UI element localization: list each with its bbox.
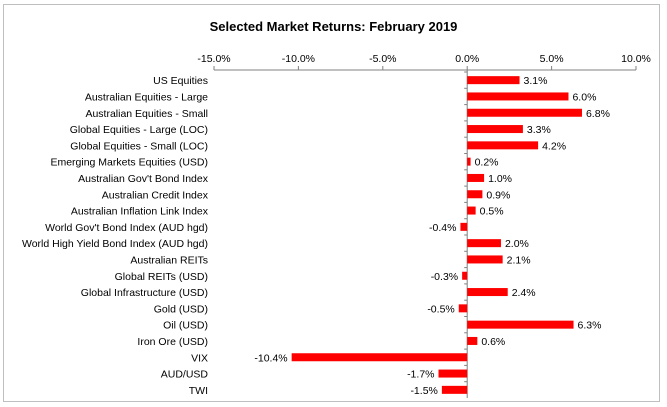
data-label: -1.7%: [407, 369, 434, 381]
data-label: 0.5%: [480, 206, 504, 218]
category-label: Oil (USD): [163, 320, 208, 332]
category-label: Iron Ore (USD): [137, 336, 208, 348]
chart-title: Selected Market Returns: February 2019: [209, 19, 458, 34]
x-tick-label: 10.0%: [621, 53, 651, 65]
category-label: World High Yield Bond Index (AUD hgd): [22, 238, 208, 250]
bar: [467, 336, 478, 345]
category-label: US Equities: [153, 75, 208, 87]
bar: [441, 385, 468, 394]
bars-layer: [291, 76, 582, 394]
data-label: 4.2%: [542, 140, 566, 152]
bar: [467, 206, 476, 215]
data-label: 6.0%: [572, 91, 596, 103]
data-label: -0.3%: [431, 271, 458, 283]
data-label: 0.2%: [475, 157, 499, 169]
data-label: 3.3%: [527, 124, 551, 136]
bar: [467, 125, 523, 134]
bar: [462, 271, 468, 280]
bar: [467, 76, 520, 85]
category-label: TWI: [189, 385, 208, 397]
category-label: Global Equities - Large (LOC): [70, 124, 208, 136]
bar: [467, 288, 508, 297]
category-label: Australian Equities - Small: [85, 108, 208, 120]
category-label: World Gov't Bond Index (AUD hgd): [45, 222, 208, 234]
data-label: -0.4%: [429, 222, 456, 234]
x-tick-label: 0.0%: [455, 53, 479, 65]
bar: [467, 108, 582, 117]
category-label: Global Infrastructure (USD): [81, 287, 208, 299]
x-tick-label: 5.0%: [540, 53, 564, 65]
data-label: 0.9%: [486, 189, 510, 201]
bar: [460, 222, 468, 231]
category-label: Australian REITs: [130, 254, 208, 266]
bar: [467, 173, 485, 182]
category-label: VIX: [191, 352, 208, 364]
data-label: 3.1%: [524, 75, 548, 87]
category-label: Global REITs (USD): [115, 271, 208, 283]
x-tick-label: -10.0%: [282, 53, 315, 65]
bar: [467, 141, 539, 150]
data-label: 6.3%: [578, 320, 602, 332]
bar: [467, 190, 483, 199]
bar: [458, 304, 468, 313]
bar: [467, 157, 471, 166]
axis-layer: -15.0% -10.0% -5.0% 0.0% 5.0% 10.0%: [197, 53, 651, 398]
data-label: 2.0%: [505, 238, 529, 250]
category-label: Australian Gov't Bond Index: [78, 173, 209, 185]
data-label: -1.5%: [410, 385, 437, 397]
category-label: Global Equities - Small (LOC): [70, 140, 208, 152]
bar: [467, 92, 569, 101]
category-label: Emerging Markets Equities (USD): [50, 157, 208, 169]
x-tick-label: -15.0%: [197, 53, 230, 65]
category-label: AUD/USD: [161, 369, 209, 381]
bar: [291, 353, 468, 362]
bar: [467, 320, 574, 329]
category-label: Australian Credit Index: [102, 189, 209, 201]
data-label: 1.0%: [488, 173, 512, 185]
x-tick-label: -5.0%: [369, 53, 396, 65]
data-label: 6.8%: [586, 108, 610, 120]
bar: [467, 239, 501, 248]
data-label: -0.5%: [427, 303, 454, 315]
data-label: 2.4%: [512, 287, 536, 299]
category-label: Gold (USD): [154, 303, 208, 315]
bar: [438, 369, 468, 378]
category-label: Australian Equities - Large: [85, 91, 208, 103]
labels-layer: US Equities 3.1% Australian Equities - Lar…: [22, 75, 610, 397]
data-label: 2.1%: [507, 254, 531, 266]
data-label: 0.6%: [481, 336, 505, 348]
category-label: Australian Inflation Link Index: [71, 206, 209, 218]
bar: [467, 255, 503, 264]
data-label: -10.4%: [254, 352, 287, 364]
